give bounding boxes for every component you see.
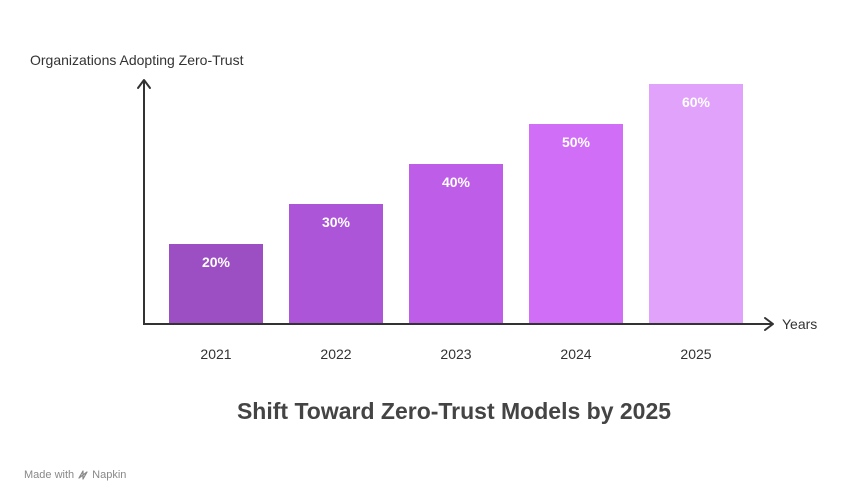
axes [137, 79, 774, 331]
x-tick-label-2021: 2021 [200, 346, 231, 362]
bars: 20% 2021 30% 2022 40% 2023 50% 2024 60% 2025 [169, 84, 743, 362]
footer-brand: Napkin [92, 469, 127, 481]
x-tick-label-2025: 2025 [680, 346, 711, 362]
x-tick-label-2023: 2023 [440, 346, 471, 362]
bar-value-label-2025: 60% [682, 94, 711, 110]
made-with-napkin[interactable]: Made with Napkin [24, 469, 126, 481]
bar-value-label-2023: 40% [442, 174, 471, 190]
y-axis-arrow-icon [137, 79, 151, 89]
bar-2021 [169, 244, 263, 324]
footer-text: Made with [24, 469, 75, 481]
bar-value-label-2021: 20% [202, 254, 231, 270]
bar-2024 [529, 124, 623, 324]
bar-2023 [409, 164, 503, 324]
bar-2022 [289, 204, 383, 324]
bar-value-label-2024: 50% [562, 134, 591, 150]
bar-value-label-2022: 30% [322, 214, 351, 230]
x-axis-label: Years [782, 316, 818, 332]
x-tick-label-2024: 2024 [560, 346, 591, 362]
bar-2025 [649, 84, 743, 324]
y-axis-label: Organizations Adopting Zero-Trust [30, 52, 244, 68]
x-axis-arrow-icon [764, 317, 774, 331]
napkin-logo-icon [77, 469, 89, 481]
chart-title: Shift Toward Zero-Trust Models by 2025 [236, 398, 672, 424]
x-tick-label-2022: 2022 [320, 346, 351, 362]
